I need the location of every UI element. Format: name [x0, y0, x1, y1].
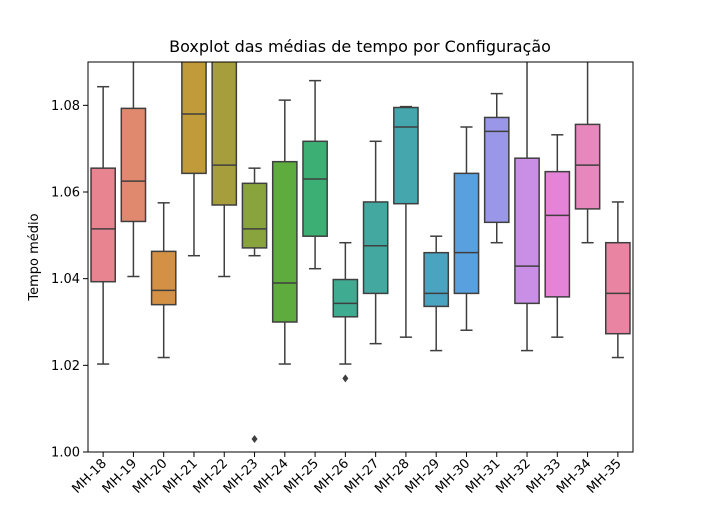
iqr-box	[393, 106, 419, 205]
box-mh-30	[453, 126, 480, 331]
box-mh-32	[514, 62, 540, 352]
y-tick-label: 1.04	[51, 272, 80, 287]
box-mh-21	[181, 62, 207, 257]
iqr-box	[362, 201, 389, 295]
iqr-box	[544, 170, 571, 298]
iqr-box	[302, 140, 328, 237]
box-mh-35	[605, 201, 631, 359]
iqr-box	[514, 157, 540, 305]
plot-area	[90, 62, 631, 443]
iqr-box	[120, 107, 147, 223]
iqr-box	[241, 182, 268, 249]
box-mh-33	[544, 134, 571, 338]
outlier-point	[342, 374, 349, 383]
chart-title: Boxplot das médias de tempo por Configur…	[169, 37, 551, 56]
iqr-box	[332, 278, 359, 318]
iqr-box	[150, 250, 177, 306]
box-mh-22	[211, 62, 238, 278]
box-mh-19	[120, 62, 147, 278]
y-axis: 1.00 1.02 1.04 1.06 1.08	[51, 99, 88, 461]
y-tick-label: 1.00	[51, 446, 80, 461]
iqr-box	[574, 123, 601, 210]
iqr-box	[181, 62, 207, 175]
box-mh-25	[302, 79, 328, 270]
y-tick-label: 1.02	[51, 359, 80, 374]
iqr-box	[605, 241, 631, 335]
iqr-box	[423, 251, 450, 308]
iqr-box	[90, 167, 116, 283]
box-mh-18	[90, 85, 116, 365]
box-mh-31	[483, 92, 510, 244]
box-mh-28	[393, 105, 419, 338]
y-tick-label: 1.08	[51, 99, 80, 114]
box-mh-20	[150, 202, 177, 359]
box-mh-26	[332, 241, 359, 383]
iqr-box	[483, 116, 510, 224]
y-tick-label: 1.06	[51, 186, 80, 201]
box-mh-27	[362, 140, 389, 345]
iqr-box	[453, 172, 480, 295]
iqr-box	[271, 160, 298, 323]
box-mh-23	[241, 167, 268, 443]
plot-frame	[87, 61, 634, 453]
y-axis-label: Tempo médio	[27, 213, 42, 301]
iqr-box	[211, 62, 238, 206]
box-mh-24	[271, 99, 298, 365]
box-mh-29	[423, 235, 450, 352]
outlier-point	[251, 435, 258, 443]
box-mh-34	[574, 62, 601, 244]
